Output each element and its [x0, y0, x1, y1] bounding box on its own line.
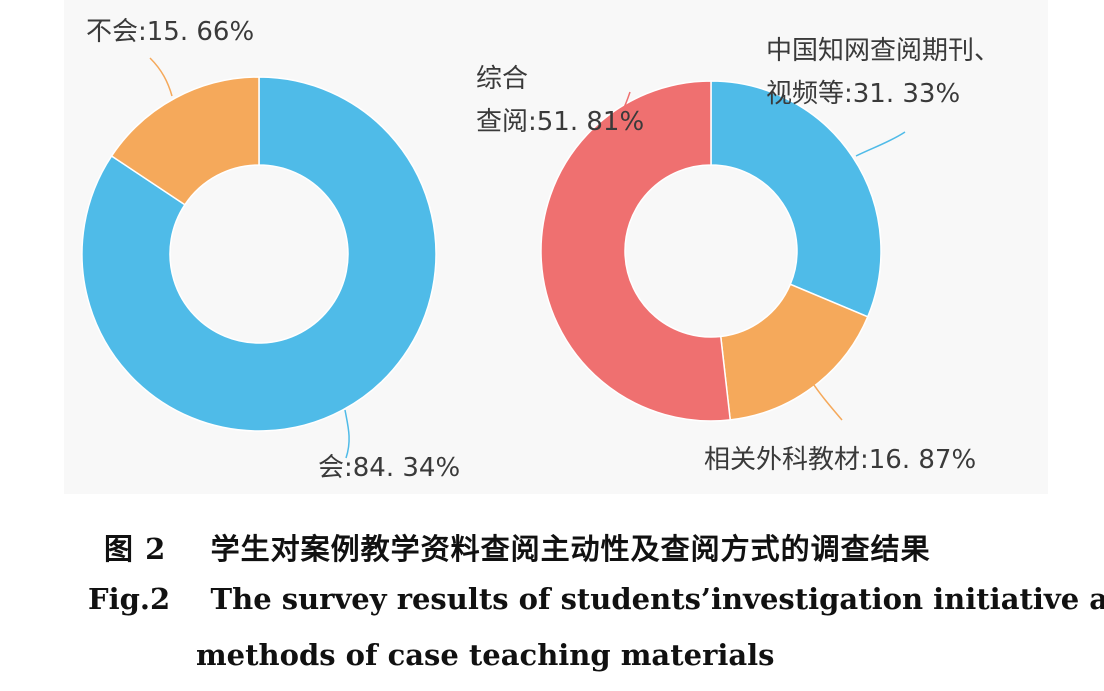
- leader-line-comprehensive: [621, 91, 631, 113]
- leader-lines: [149, 57, 906, 459]
- leader-line-can: [344, 409, 350, 459]
- ability-slice-0: [81, 76, 437, 432]
- figure-caption-english-line2: methods of case teaching materials: [196, 638, 775, 672]
- leader-line-cnki: [855, 131, 906, 157]
- donut-chart-methods: [540, 80, 882, 422]
- slice-label-comprehensive-line1: 综合: [476, 64, 528, 94]
- slice-label-comprehensive-line2: 查阅:51. 81%: [476, 107, 644, 137]
- slice-label-can: 会:84. 34%: [318, 453, 460, 483]
- slice-label-cnki-line2: 视频等:31. 33%: [766, 79, 960, 109]
- slice-label-cnki-line1: 中国知网查阅期刊、: [766, 36, 1000, 66]
- ability-slice-1: [110, 76, 260, 206]
- donut-charts: 不会:15. 66% 会:84. 34% 综合 查阅:51. 81% 中国知网查…: [81, 17, 1000, 483]
- methods-slice-0: [710, 80, 882, 318]
- slice-label-cannot: 不会:15. 66%: [86, 17, 254, 47]
- methods-slice-2: [540, 80, 732, 422]
- figure-caption-english-line1: Fig.2 The survey results of students’inv…: [88, 582, 1104, 616]
- methods-slice-1: [719, 283, 869, 421]
- leader-line-textbook: [807, 375, 843, 421]
- leader-line-cannot: [149, 57, 173, 97]
- figure-caption-chinese: 图 2 学生对案例教学资料查阅主动性及查阅方式的调查结果: [104, 532, 931, 566]
- slice-label-textbook: 相关外科教材:16. 87%: [704, 445, 976, 475]
- donut-chart-ability: [81, 76, 437, 432]
